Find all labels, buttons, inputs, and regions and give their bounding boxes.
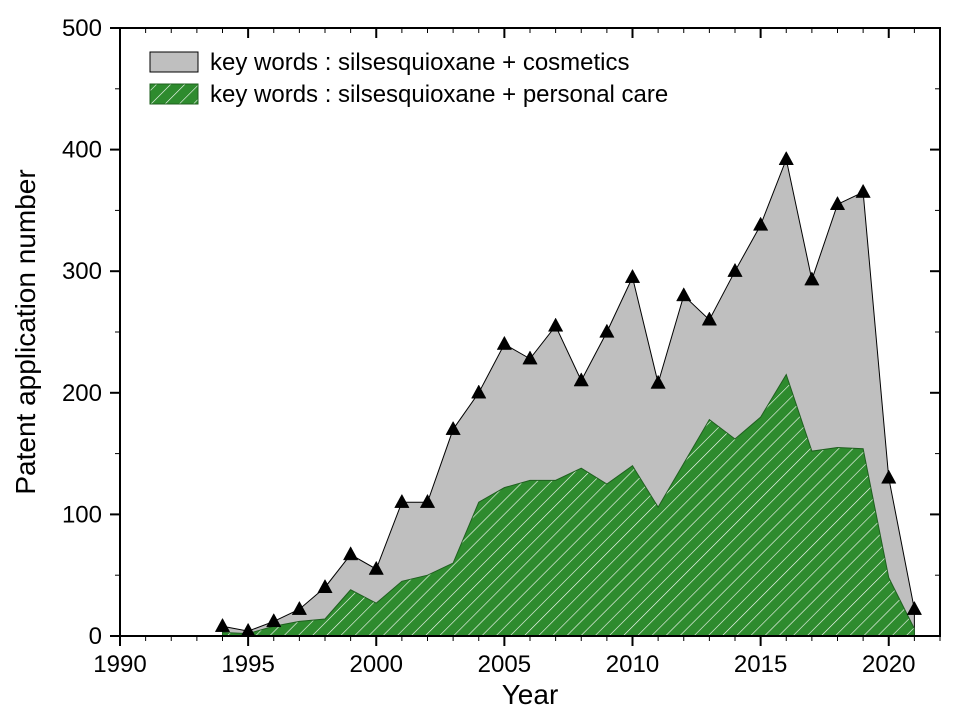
x-tick-label: 2010 bbox=[606, 651, 659, 678]
x-tick-label: 2015 bbox=[734, 651, 787, 678]
legend-label-personal-care: key words : silsesquioxane + personal ca… bbox=[210, 81, 668, 108]
y-tick-label: 500 bbox=[62, 15, 102, 42]
y-tick-label: 0 bbox=[89, 623, 102, 650]
x-tick-label: 2000 bbox=[350, 651, 403, 678]
x-tick-label: 2020 bbox=[862, 651, 915, 678]
y-tick-label: 400 bbox=[62, 137, 102, 164]
x-tick-label: 1995 bbox=[221, 651, 274, 678]
y-tick-label: 100 bbox=[62, 501, 102, 528]
patent-chart: 1990 1995 2000 2005 2010 2015 2020 0 100 200 300 40… bbox=[0, 0, 973, 716]
legend-label-cosmetics: key words : silsesquioxane + cosmetics bbox=[210, 49, 630, 76]
x-tick-label: 1990 bbox=[93, 651, 146, 678]
chart-container: 1990 1995 2000 2005 2010 2015 2020 0 100 200 300 40… bbox=[0, 0, 973, 716]
y-axis-label: Patent application number bbox=[10, 169, 41, 494]
y-tick-label: 300 bbox=[62, 258, 102, 285]
x-tick-label: 2005 bbox=[478, 651, 531, 678]
y-tick-label: 200 bbox=[62, 380, 102, 407]
x-axis-label: Year bbox=[502, 679, 559, 710]
